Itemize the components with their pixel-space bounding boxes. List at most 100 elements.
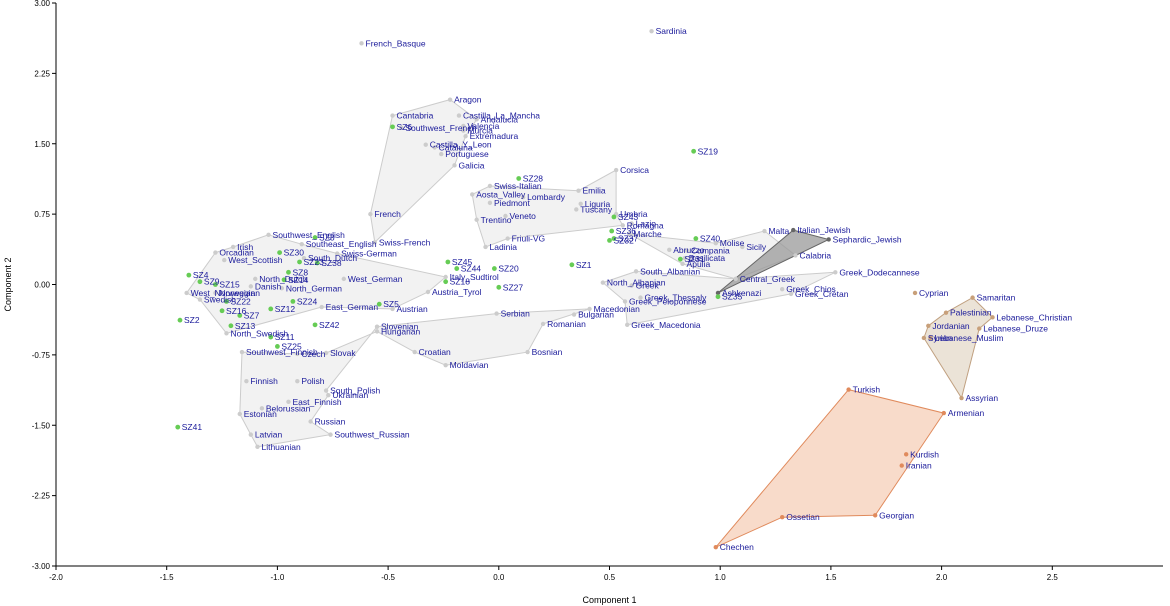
point-label: North_Dutch	[259, 274, 307, 284]
data-point-sz3	[312, 235, 318, 240]
point-label: Sardinia	[656, 26, 687, 36]
point-label: SZ2	[184, 315, 200, 325]
point-label: Orcadian	[219, 248, 254, 258]
y-axis-title: Component 2	[3, 257, 13, 311]
point-label: Southeast_English	[306, 239, 377, 249]
point-label: SZ38	[321, 258, 342, 268]
data-point-ladinia	[483, 244, 488, 250]
point-label: Irish	[237, 242, 253, 252]
data-point-bulgarian	[571, 312, 577, 317]
point-label: Ossetian	[786, 512, 820, 522]
data-point-sz11	[268, 334, 274, 340]
data-point-sz25	[275, 344, 280, 349]
data-point-south-albanian	[633, 269, 639, 274]
data-point-sz41	[175, 424, 181, 430]
point-label: SZ23	[304, 257, 325, 267]
point-label: West_German	[348, 274, 403, 284]
point-label: Ukrainian	[332, 390, 368, 400]
point-label: SZ19	[698, 146, 719, 156]
data-point-palestinian	[943, 310, 949, 315]
data-point-sz45	[445, 259, 451, 265]
data-point-sz20	[491, 266, 497, 271]
data-point-sz22	[224, 298, 229, 304]
data-point-sz23	[297, 259, 302, 265]
point-label: Austria_Tyrol	[432, 287, 482, 297]
point-label: Polish	[301, 376, 324, 386]
point-label: SZ20	[498, 264, 519, 274]
point-label: Bulgarian	[578, 310, 614, 320]
data-point-czech	[295, 351, 300, 357]
point-label: Cyprian	[919, 288, 949, 298]
point-label: SZ8	[292, 267, 308, 277]
point-label: SZ4	[193, 270, 209, 280]
point-label: Umbria	[620, 209, 648, 219]
point-label: Russian	[315, 416, 346, 426]
point-label: SZ16	[226, 306, 247, 316]
data-point-sz8	[286, 269, 291, 275]
point-label: SZ36	[616, 226, 637, 236]
point-label: Apulia	[687, 259, 711, 269]
data-point-malta	[762, 228, 767, 234]
point-label: Portuguese	[445, 149, 489, 159]
data-point-sz40	[693, 236, 699, 241]
y-tick-label: -3.00	[32, 562, 51, 571]
data-point-cataluna	[432, 145, 437, 150]
data-point-sz44	[454, 266, 460, 271]
point-label: Lombardy	[527, 192, 566, 202]
point-label: SZ37	[618, 234, 639, 244]
point-label: SZ18	[450, 277, 471, 287]
data-point-basilicata	[682, 256, 687, 261]
point-label: Campania	[691, 246, 730, 256]
data-point-north-german	[279, 286, 285, 291]
data-points	[175, 28, 995, 550]
data-point-russian	[308, 419, 313, 424]
data-point-italian-jewish	[791, 227, 796, 233]
data-point-sz28	[516, 176, 522, 181]
data-point-danish	[248, 284, 254, 289]
data-point-east-finnish	[286, 399, 291, 404]
point-label: Tuscany	[580, 204, 613, 214]
point-label: Jordanian	[932, 321, 970, 331]
point-label: Georgian	[879, 510, 914, 520]
point-label: Swiss-French	[379, 237, 431, 247]
data-point-lombardy	[520, 195, 526, 200]
data-point-lazio	[629, 221, 634, 226]
x-tick-label: 1.0	[715, 573, 727, 582]
point-label: Iranian	[906, 461, 932, 471]
data-point-lebanese-druze	[977, 326, 982, 331]
point-label: SZ9	[204, 277, 220, 287]
point-label: Friuli-VG	[512, 234, 546, 244]
point-label: Slovak	[330, 348, 356, 358]
data-point-finnish	[244, 378, 249, 384]
point-label: Romagna	[627, 220, 664, 230]
point-label: Castilla_Y_Leon	[430, 140, 492, 150]
data-point-lithuanian	[255, 444, 260, 450]
data-point-trentino	[474, 217, 479, 222]
data-point-sz1	[569, 262, 575, 268]
data-point-hungarian	[374, 329, 380, 334]
point-label: Greek_Thessaly	[644, 293, 707, 303]
point-label: Assyrian	[966, 393, 999, 403]
data-point-sz12	[268, 306, 274, 312]
data-point-slovenian	[374, 324, 380, 329]
point-label: Abruzzo	[673, 245, 704, 255]
point-label: Marche	[633, 229, 662, 239]
point-label: Southwest_Finnish	[246, 347, 318, 357]
point-label: French_Basque	[366, 38, 426, 48]
data-point-north-dutch	[253, 276, 258, 282]
point-label: Bosnian	[532, 347, 563, 357]
point-label: Molise	[720, 238, 745, 248]
point-label: East_German	[326, 302, 379, 312]
data-point-extremadura	[463, 134, 468, 139]
data-point-cyprian	[912, 290, 918, 296]
point-label: Turkish	[853, 385, 881, 395]
point-label: Swiss-German	[341, 249, 397, 259]
data-point-kurdish	[903, 452, 909, 457]
point-label: Galicia	[459, 160, 485, 170]
data-point-sz27	[496, 284, 502, 290]
data-point-orcadian	[213, 250, 218, 255]
data-point-irish	[230, 244, 236, 250]
point-label: Andalucia	[481, 114, 519, 124]
cluster-hulls	[185, 99, 994, 548]
